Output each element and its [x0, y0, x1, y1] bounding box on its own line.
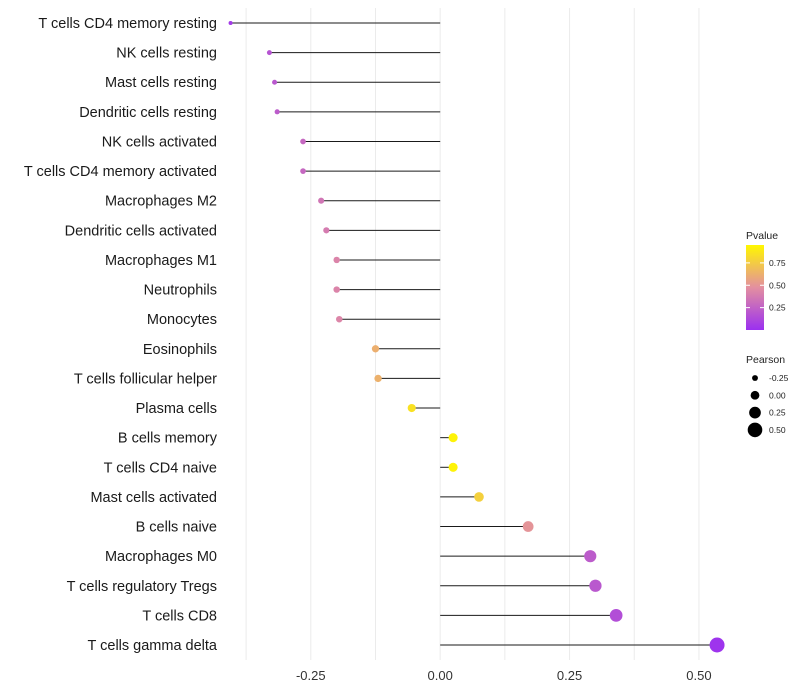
- y-axis-label: NK cells activated: [102, 134, 217, 150]
- lollipop-dot: [448, 462, 458, 472]
- lollipop-dot: [374, 374, 382, 383]
- pvalue-tick-label: 0.25: [769, 303, 786, 313]
- y-axis-label: Macrophages M2: [105, 194, 217, 210]
- y-axis-label: T cells follicular helper: [74, 371, 217, 387]
- lollipop-dot: [228, 20, 233, 26]
- y-axis-label: Eosinophils: [143, 342, 217, 358]
- pvalue-tick-label: 0.50: [769, 280, 786, 290]
- y-axis-label: B cells memory: [118, 431, 218, 447]
- y-axis-label: Macrophages M0: [105, 549, 217, 565]
- x-tick-label: 0.25: [557, 668, 582, 683]
- pearson-legend-dot: [749, 406, 761, 419]
- lollipop-dot: [323, 227, 330, 234]
- y-axis-label: Monocytes: [147, 312, 217, 328]
- pvalue-tick-label: 0.75: [769, 258, 786, 268]
- legend-pearson: Pearson -0.25 0.00 0.25 0.50: [746, 354, 789, 438]
- x-tick-label: -0.25: [296, 668, 326, 683]
- lollipop-dot: [371, 345, 380, 353]
- y-axis-label: Plasma cells: [136, 401, 217, 417]
- y-axis-label: T cells CD4 memory resting: [38, 16, 217, 32]
- pearson-legend-label: 0.00: [769, 390, 786, 400]
- pearson-legend-label: -0.25: [769, 373, 789, 383]
- y-axis-labels: T cells CD4 memory resting NK cells resti…: [24, 16, 218, 654]
- grid-lines: [245, 8, 700, 660]
- y-axis-label: T cells gamma delta: [88, 638, 218, 654]
- pearson-legend-label: 0.25: [769, 408, 786, 418]
- legend-pvalue: Pvalue 0.75 0.50 0.25: [746, 230, 786, 330]
- y-axis-label: Dendritic cells resting: [79, 105, 217, 121]
- lollipop-dot: [272, 79, 278, 85]
- lollipop-dot: [274, 109, 280, 115]
- pearson-legend-label: 0.50: [769, 425, 786, 435]
- legend-pearson-title: Pearson: [746, 354, 785, 366]
- pearson-legend-dot: [750, 390, 760, 400]
- lollipop-dot: [709, 637, 725, 653]
- y-axis-label: T cells CD8: [142, 608, 217, 624]
- lollipop-dot: [300, 168, 306, 174]
- y-axis-label: Dendritic cells activated: [65, 223, 217, 239]
- y-axis-label: NK cells resting: [116, 46, 217, 62]
- lollipop-dot: [589, 579, 602, 592]
- y-axis-label: B cells naive: [136, 520, 217, 536]
- lollipop-dot: [474, 492, 484, 502]
- x-axis-ticks: -0.25 0.00 0.25 0.50: [296, 668, 712, 683]
- legend-pvalue-title: Pvalue: [746, 230, 778, 242]
- y-axis-label: Macrophages M1: [105, 253, 217, 269]
- pearson-legend-dot: [747, 422, 763, 438]
- y-axis-label: Mast cells activated: [90, 490, 217, 506]
- x-tick-label: 0.00: [428, 668, 453, 683]
- lollipop-dot: [407, 403, 416, 413]
- lollipop-dot: [266, 50, 272, 56]
- lollipop-dot: [522, 521, 534, 532]
- lollipop-dot: [300, 138, 306, 145]
- y-axis-label: T cells CD4 memory activated: [24, 164, 217, 180]
- y-axis-label: T cells CD4 naive: [104, 460, 217, 476]
- dots: [228, 20, 725, 653]
- lollipop-dot: [333, 286, 340, 293]
- pearson-legend-dot: [752, 375, 758, 381]
- y-axis-label: Mast cells resting: [105, 75, 217, 91]
- pvalue-colorbar: [746, 245, 764, 330]
- lollipop-dot: [333, 256, 340, 264]
- x-tick-label: 0.50: [686, 668, 711, 683]
- y-axis-label: T cells regulatory Tregs: [67, 579, 217, 595]
- lollipop-dot: [448, 433, 458, 443]
- y-axis-label: Neutrophils: [144, 283, 217, 299]
- lollipop-dot: [318, 197, 325, 204]
- lollipop-dot: [336, 315, 343, 323]
- lollipop-dot: [609, 609, 623, 622]
- lollipop-dot: [584, 550, 597, 563]
- stems: [230, 22, 718, 646]
